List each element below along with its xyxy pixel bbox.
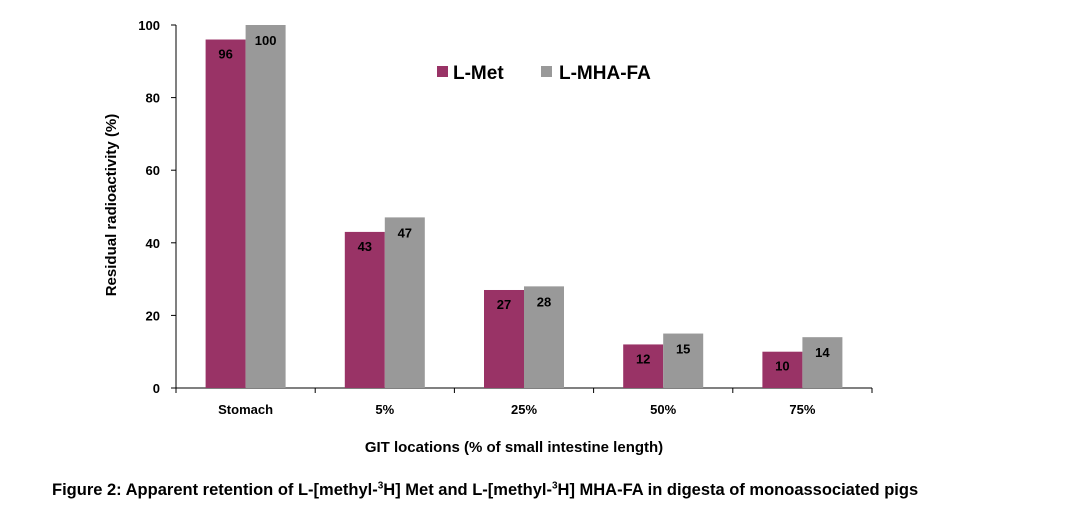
figure-caption: Figure 2: Apparent retention of L-[methy… xyxy=(52,481,1083,500)
caption-text-1: Figure 2: Apparent retention of L-[methy… xyxy=(52,481,378,499)
x-tick-label: 5% xyxy=(375,402,394,417)
bar-l-mha-fa xyxy=(245,25,286,388)
plot-area: 0 20 40 60 80 100 96 100 Stomach 43 47 5% 27 28 25% 12 1… xyxy=(138,18,873,417)
x-axis-title: GIT locations (% of small intestine leng… xyxy=(365,439,663,456)
x-tick-label: 50% xyxy=(650,402,676,417)
legend-swatch-l-met xyxy=(437,66,448,77)
x-tick-label: 75% xyxy=(789,402,815,417)
y-tick-label: 20 xyxy=(146,308,160,323)
legend: L-Met L-MHA-FA xyxy=(437,63,651,84)
caption-superscript-1: 3 xyxy=(377,480,384,492)
bar-l-mha-fa xyxy=(802,337,843,388)
bar-l-met xyxy=(344,231,385,388)
caption-superscript-2: 3 xyxy=(551,480,558,492)
y-tick-label: 60 xyxy=(146,163,160,178)
x-tick-label: Stomach xyxy=(218,402,273,417)
data-label-l-met: 27 xyxy=(497,297,511,312)
data-label-l-met: 96 xyxy=(218,47,232,62)
legend-label-l-met: L-Met xyxy=(453,63,504,84)
data-label-l-met: 10 xyxy=(775,359,789,374)
bar-chart: 0 20 40 60 80 100 96 100 Stomach 43 47 5% 27 28 25% 12 1… xyxy=(103,18,873,456)
data-label-l-mha-fa: 100 xyxy=(255,33,277,48)
legend-label-l-mha-fa: L-MHA-FA xyxy=(559,63,651,84)
bar-l-mha-fa xyxy=(524,286,564,388)
caption-text-2: H] Met and L-[methyl- xyxy=(383,481,552,499)
y-axis-title: Residual radioactivity (%) xyxy=(103,114,120,297)
bar-l-mha-fa xyxy=(384,217,425,388)
x-tick-label: 25% xyxy=(511,402,537,417)
data-label-l-mha-fa: 47 xyxy=(398,225,412,240)
data-label-l-met: 12 xyxy=(636,351,650,366)
bar-l-met xyxy=(484,289,524,388)
data-label-l-mha-fa: 28 xyxy=(537,294,551,309)
bar-l-met xyxy=(762,351,803,388)
legend-swatch-l-mha-fa xyxy=(541,66,552,77)
y-tick-label: 80 xyxy=(146,91,160,106)
bar-l-met xyxy=(205,39,246,389)
bar-l-met xyxy=(623,344,664,388)
y-tick-label: 40 xyxy=(146,236,160,251)
data-label-l-mha-fa: 14 xyxy=(815,345,830,360)
data-label-l-mha-fa: 15 xyxy=(676,342,690,357)
data-label-l-met: 43 xyxy=(358,239,372,254)
caption-text-3: H] MHA-FA in digesta of monoassociated p… xyxy=(557,481,919,499)
y-tick-label: 100 xyxy=(138,18,160,33)
y-tick-label: 0 xyxy=(153,381,160,396)
bar-l-mha-fa xyxy=(663,333,704,388)
